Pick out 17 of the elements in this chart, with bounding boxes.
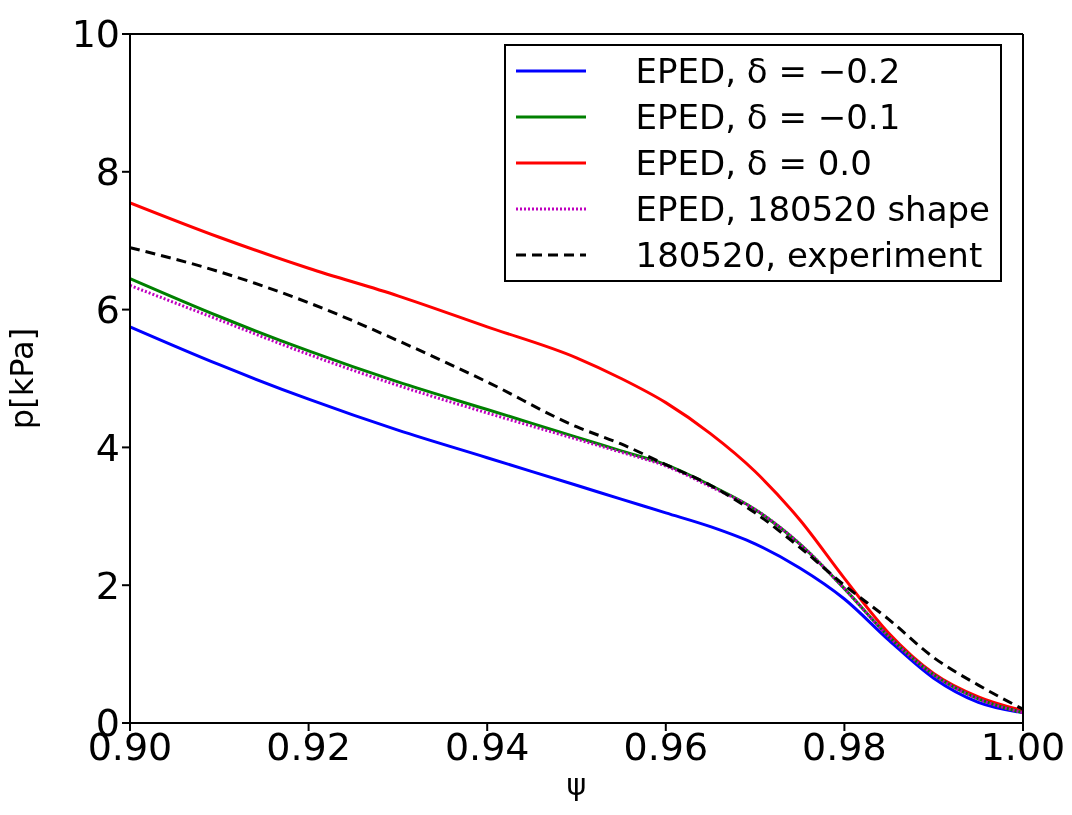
legend-label: EPED, δ = 0.0 [635, 143, 872, 183]
y-axis-title: p[kPa] [3, 327, 42, 430]
legend-label: EPED, 180520 shape [635, 189, 990, 229]
legend-label: 180520, experiment [635, 235, 983, 275]
y-tick-label: 6 [95, 288, 120, 333]
y-tick-label: 4 [95, 425, 120, 470]
y-tick-label: 8 [95, 150, 120, 195]
x-tick-label: 1.00 [980, 724, 1066, 769]
x-axis-title: ψ [566, 767, 587, 802]
x-tick-label: 0.94 [444, 724, 530, 769]
legend-label: EPED, δ = −0.1 [635, 97, 901, 137]
y-tick-label: 10 [71, 12, 120, 57]
x-tick-label: 0.92 [266, 724, 351, 769]
x-tick-label: 0.96 [623, 724, 709, 769]
y-tick-label: 2 [95, 563, 120, 608]
x-tick-label: 0.98 [802, 724, 887, 769]
legend-label: EPED, δ = −0.2 [635, 51, 901, 91]
